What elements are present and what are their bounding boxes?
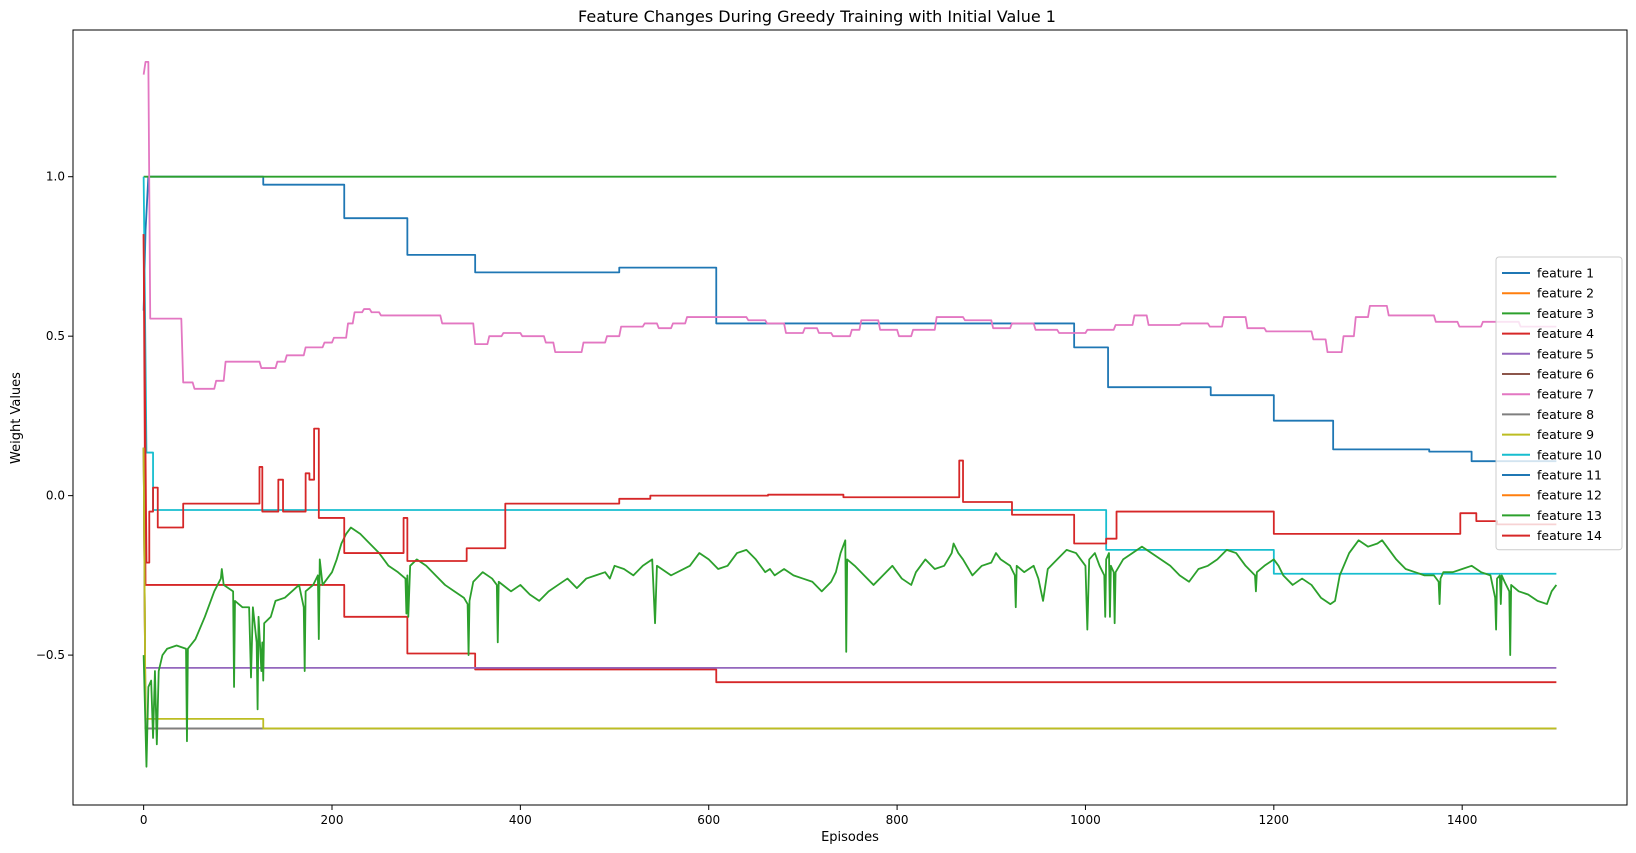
legend-entry: feature 13 (1537, 508, 1602, 523)
x-tick-label: 1200 (1259, 813, 1290, 827)
y-tick-label: −0.5 (36, 648, 65, 662)
y-axis-label: Weight Values (9, 372, 24, 464)
legend-entry: feature 1 (1537, 266, 1594, 281)
x-tick-label: 800 (886, 813, 909, 827)
y-tick-label: 0.0 (46, 489, 65, 503)
legend: feature 1 feature 2 feature 3 feature 4 feat… (1495, 256, 1623, 551)
x-tick-label: 1000 (1070, 813, 1101, 827)
y-tick-label: 1.0 (46, 170, 65, 184)
series-line-feature-10 (142, 176, 1557, 575)
series-line-feature-4 (142, 234, 1557, 684)
x-tick-label: 0 (140, 813, 148, 827)
legend-entry: feature 5 (1537, 346, 1594, 361)
plot-frame (72, 29, 1628, 806)
legend-entry: feature 8 (1537, 407, 1594, 422)
x-tick-label: 600 (697, 813, 720, 827)
series-line-feature-9 (142, 447, 1557, 730)
legend-entry: feature 11 (1537, 468, 1602, 483)
legend-entry: feature 2 (1537, 286, 1594, 301)
series-line-feature-14 (142, 234, 1557, 564)
legend-entry: feature 6 (1537, 367, 1594, 382)
series-line-feature-7 (142, 60, 1557, 390)
x-tick-label: 1400 (1447, 813, 1478, 827)
x-tick-label: 200 (321, 813, 344, 827)
legend-entry: feature 4 (1537, 326, 1594, 341)
legend-entry: feature 7 (1537, 387, 1594, 402)
legend-entry: feature 10 (1537, 447, 1602, 462)
legend-entry: feature 14 (1537, 528, 1602, 543)
y-tick-label: 0.5 (46, 329, 65, 343)
legend-entry: feature 9 (1537, 427, 1594, 442)
x-axis-label: Episodes (821, 830, 879, 845)
legend-entry: feature 12 (1537, 488, 1602, 503)
x-tick-label: 400 (509, 813, 532, 827)
chart-title: Feature Changes During Greedy Training w… (578, 7, 1056, 26)
series-line-feature-13 (142, 526, 1558, 768)
legend-box (1495, 256, 1623, 551)
series-line-feature-1 (142, 175, 1557, 463)
legend-entry: feature 3 (1537, 306, 1594, 321)
